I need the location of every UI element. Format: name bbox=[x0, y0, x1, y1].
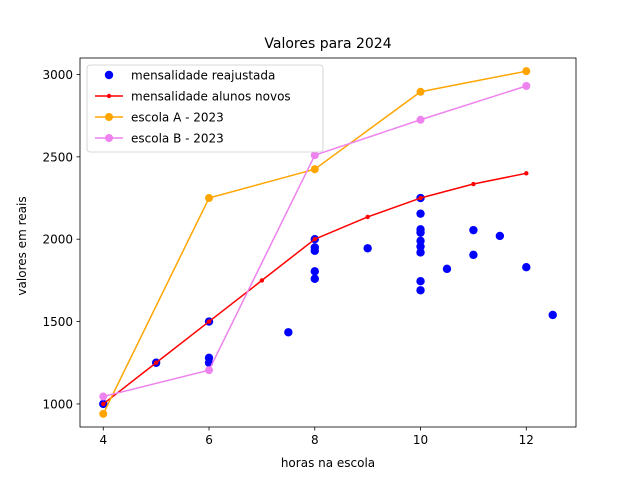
legend-marker-1 bbox=[106, 93, 112, 99]
scatter-point-15 bbox=[416, 228, 425, 237]
y-tick-label-0: 1000 bbox=[42, 397, 73, 411]
series-1-point-2 bbox=[206, 319, 212, 324]
scatter-point-16 bbox=[416, 236, 425, 246]
chart-title: Valores para 2024 bbox=[264, 36, 391, 52]
scatter-point-20 bbox=[416, 286, 425, 295]
legend-marker-3 bbox=[105, 134, 113, 142]
legend-marker-0 bbox=[104, 70, 114, 80]
x-tick-label-1: 6 bbox=[205, 433, 213, 447]
series-1-point-4 bbox=[312, 237, 317, 242]
y-tick-label-2: 2000 bbox=[42, 233, 73, 247]
series-3-point-1 bbox=[205, 366, 214, 375]
plot-area bbox=[79, 57, 577, 428]
y-axis-label: valores em reais bbox=[15, 196, 29, 295]
legend-box bbox=[86, 64, 324, 153]
scatter-point-22 bbox=[469, 225, 478, 235]
scatter-point-17 bbox=[416, 242, 425, 251]
y-tick-label-3: 2500 bbox=[42, 150, 73, 164]
x-tick-label-3: 10 bbox=[413, 433, 428, 447]
series-3-point-4 bbox=[522, 82, 531, 91]
y-tick-label-1: 1500 bbox=[42, 315, 73, 329]
series-1-point-6 bbox=[418, 195, 423, 201]
y-tick-label-4: 3000 bbox=[42, 68, 73, 82]
x-tick-label-4: 12 bbox=[519, 433, 534, 447]
series-1-point-0 bbox=[101, 401, 106, 407]
legend-label-1: mensalidade alunos novos bbox=[131, 90, 291, 104]
scatter-point-10 bbox=[310, 274, 319, 283]
series-3-point-3 bbox=[416, 115, 425, 124]
plot-frame bbox=[79, 57, 577, 428]
legend-label-3: escola B - 2023 bbox=[131, 132, 224, 146]
legend-label-0: mensalidade reajustada bbox=[131, 69, 275, 83]
scatter-point-26 bbox=[548, 310, 557, 320]
scatter-point-24 bbox=[495, 231, 505, 241]
series-2-point-2 bbox=[310, 165, 319, 174]
series-1-point-5 bbox=[365, 214, 370, 220]
series-1-point-8 bbox=[524, 171, 529, 176]
series-2-point-1 bbox=[205, 194, 214, 203]
x-tick-label-0: 4 bbox=[99, 433, 107, 447]
series-2-point-0 bbox=[99, 409, 108, 418]
series-2-point-4 bbox=[522, 67, 531, 76]
legend-label-2: escola A - 2023 bbox=[131, 111, 224, 125]
scatter-point-18 bbox=[416, 248, 425, 257]
series-1-point-7 bbox=[471, 181, 476, 187]
scatter-point-23 bbox=[469, 250, 478, 260]
scatter-point-21 bbox=[442, 264, 452, 274]
series-1-point-3 bbox=[259, 278, 265, 283]
x-axis-label: horas na escola bbox=[281, 456, 375, 470]
scatter-point-13 bbox=[416, 209, 425, 218]
series-2-point-3 bbox=[416, 87, 425, 96]
series-3-point-2 bbox=[310, 151, 319, 160]
scatter-point-5 bbox=[284, 328, 293, 337]
scatter-point-19 bbox=[416, 277, 425, 286]
series-3-point-0 bbox=[99, 392, 108, 401]
scatter-point-8 bbox=[310, 246, 319, 255]
scatter-point-25 bbox=[522, 263, 531, 272]
y-axis: 1000 1500 2000 2500 3000 bbox=[42, 68, 80, 411]
x-axis: 4 6 8 10 12 bbox=[99, 427, 534, 447]
legend-marker-2 bbox=[105, 113, 113, 121]
x-tick-label-2: 8 bbox=[311, 433, 319, 447]
legend: mensalidade reajustada mensalidade alunos… bbox=[86, 64, 324, 153]
scatter-point-11 bbox=[363, 244, 372, 253]
series-line-1 bbox=[102, 172, 527, 405]
scatter-point-9 bbox=[310, 267, 319, 276]
series-1-point-1 bbox=[153, 360, 159, 365]
